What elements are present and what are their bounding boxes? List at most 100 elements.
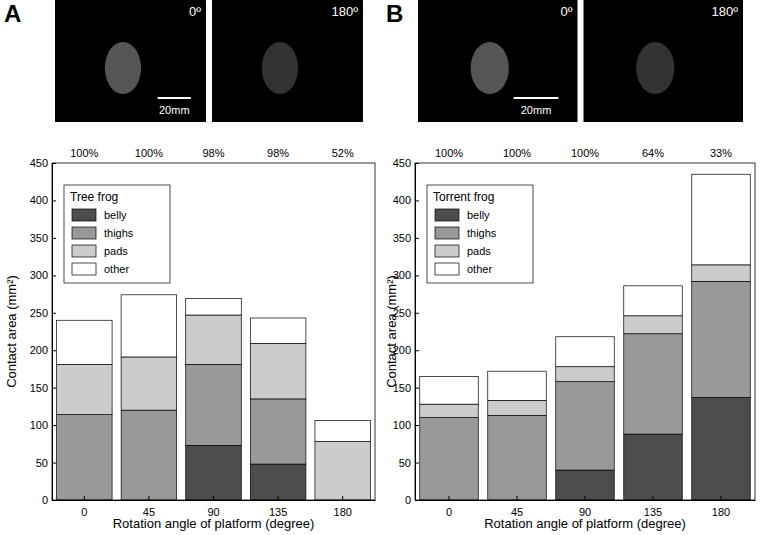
y-tick: 250 <box>30 307 56 319</box>
y-tick-label: 350 <box>30 232 48 244</box>
photo <box>212 0 363 122</box>
x-tick: 135 <box>269 496 287 518</box>
plot-frame <box>52 163 375 500</box>
y-tick-mark <box>52 238 56 239</box>
annotation: 100% <box>70 147 98 159</box>
x-tick-label: 180 <box>712 506 730 518</box>
y-tick-label: 100 <box>393 419 411 431</box>
x-tick-mark <box>148 496 149 500</box>
x-tick-label: 0 <box>81 506 87 518</box>
y-tick: 150 <box>30 382 56 394</box>
y-tick-label: 350 <box>393 232 411 244</box>
annotation: 33% <box>710 147 732 159</box>
panel-letter: A <box>4 0 21 27</box>
y-tick-mark <box>52 463 56 464</box>
bars <box>420 174 750 500</box>
bar-segment <box>556 470 614 500</box>
bar-segment <box>556 382 614 470</box>
y-tick-label: 450 <box>393 157 411 169</box>
annotation: 100% <box>503 147 531 159</box>
x-tick: 90 <box>207 496 219 518</box>
y-tick: 400 <box>393 194 419 206</box>
legend-label: other <box>104 263 129 275</box>
annotation: 100% <box>571 147 599 159</box>
bars <box>57 295 371 500</box>
y-tick-mark <box>415 463 419 464</box>
bar-segment <box>250 343 306 398</box>
y-tick: 100 <box>30 419 56 431</box>
bar-segment <box>624 334 682 434</box>
y-tick-label: 400 <box>30 194 48 206</box>
annotation: 64% <box>642 147 664 159</box>
legend-title: Tree frog <box>70 190 118 204</box>
x-axis-line <box>416 500 756 501</box>
y-tick-mark <box>415 313 419 314</box>
legend: Tree frogbellythighspadsother <box>64 185 170 283</box>
legend-box <box>64 185 170 283</box>
bar-segment <box>121 295 177 357</box>
y-tick-mark <box>415 238 419 239</box>
photo-label: 180º <box>332 4 359 19</box>
y-tick-mark <box>52 313 56 314</box>
scale-bar-label: 20mm <box>521 104 552 116</box>
y-tick-mark <box>415 200 419 201</box>
legend-swatch <box>72 263 96 275</box>
photo-silhouette <box>262 42 298 94</box>
x-tick: 0 <box>81 496 87 518</box>
x-tick: 135 <box>644 496 662 518</box>
bar-segment <box>420 418 478 500</box>
legend-swatch <box>72 209 96 221</box>
bar-segment <box>250 399 306 464</box>
x-tick: 45 <box>143 496 155 518</box>
y-tick-mark <box>415 425 419 426</box>
legend-swatch <box>435 227 459 239</box>
legend-swatch <box>435 209 459 221</box>
scale-bar <box>158 97 191 99</box>
legend-label: pads <box>104 245 128 257</box>
annotation: 100% <box>435 147 463 159</box>
bar-segment <box>556 337 614 367</box>
panel-letter: B <box>386 0 403 27</box>
bar-segment <box>488 400 546 415</box>
y-tick-mark <box>415 350 419 351</box>
x-tick-mark <box>449 496 450 500</box>
bar-segment <box>692 174 750 265</box>
photo-label: 180º <box>712 4 739 19</box>
bar-segment <box>121 410 177 500</box>
y-tick-label: 0 <box>42 494 48 506</box>
legend-box <box>427 185 533 283</box>
bar-segment <box>250 464 306 500</box>
y-tick-label: 250 <box>30 307 48 319</box>
bar-segment <box>121 357 177 410</box>
y-tick-mark <box>415 275 419 276</box>
panel: B0º20mm180º05010015020025030035040045004… <box>384 0 756 531</box>
y-tick-label: 150 <box>30 382 48 394</box>
y-tick-label: 50 <box>36 457 48 469</box>
bar-segment <box>488 415 546 500</box>
legend-label: belly <box>104 209 127 221</box>
x-tick: 180 <box>334 496 352 518</box>
x-tick-mark <box>213 496 214 500</box>
y-axis: 050100150200250300350400450 <box>30 157 56 506</box>
photo <box>55 0 206 122</box>
panel: A0º20mm180º05010015020025030035040045004… <box>4 0 376 531</box>
bar-segment <box>624 286 682 316</box>
y-tick-label: 50 <box>399 457 411 469</box>
scale-bar <box>514 97 559 99</box>
y-tick-label: 400 <box>393 194 411 206</box>
y-tick: 400 <box>30 194 56 206</box>
y-tick-mark <box>52 388 56 389</box>
y-tick: 450 <box>30 157 56 169</box>
y-axis-title: Contact area (mm²) <box>384 275 399 388</box>
x-tick-mark <box>653 496 654 500</box>
y-tick: 200 <box>30 344 56 356</box>
figure: A0º20mm180º05010015020025030035040045004… <box>0 0 763 535</box>
bar-segment <box>186 315 242 364</box>
bar-segment <box>57 364 113 414</box>
y-tick-mark <box>415 388 419 389</box>
x-axis: 04590135180 <box>416 496 756 518</box>
x-tick-mark <box>342 496 343 500</box>
bar-segment <box>250 318 306 343</box>
x-tick: 45 <box>511 496 523 518</box>
bar-segment <box>186 299 242 315</box>
